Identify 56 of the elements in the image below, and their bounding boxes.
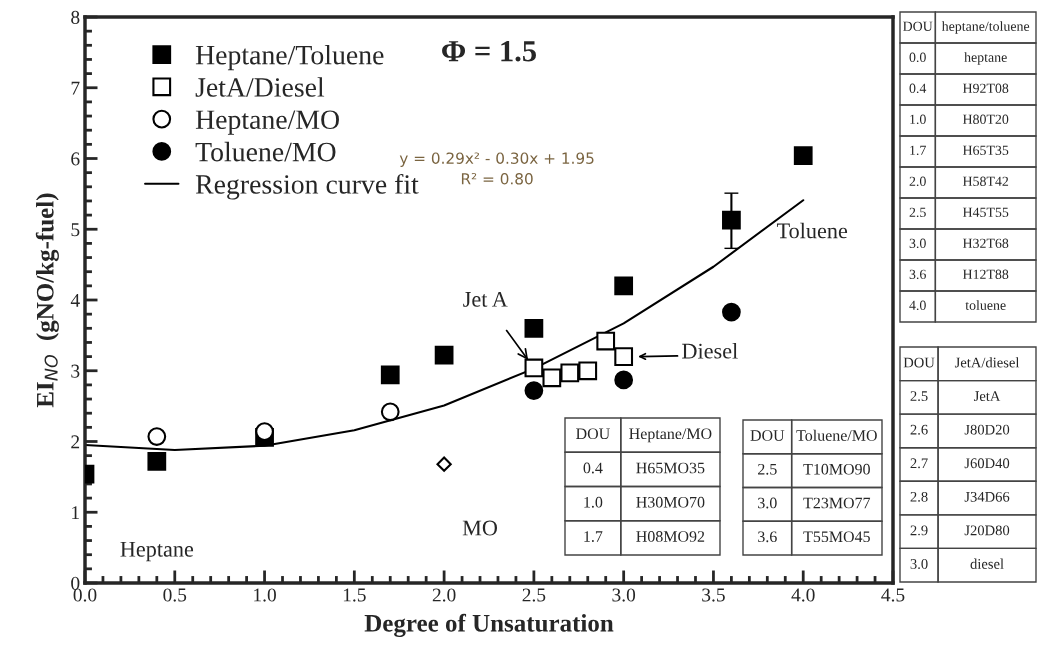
y-axis-title: EI$_{NO}$ (gNO/kg-fuel): [35, 193, 59, 408]
point: [722, 302, 741, 322]
point: [255, 422, 274, 441]
point: [524, 358, 544, 378]
y-tick-label: 7: [71, 81, 80, 95]
x-tick-label: 0.0: [73, 588, 97, 602]
point: [614, 276, 634, 296]
x-tick-label: 3.0: [612, 588, 636, 602]
point: [147, 427, 167, 446]
point: [596, 331, 616, 351]
point: [147, 451, 167, 471]
point: [614, 347, 634, 366]
legend-label: Heptane/MO: [195, 110, 339, 135]
x-tick-label: 2.5: [522, 588, 546, 602]
y-tick-label: 0: [71, 576, 80, 590]
text: DOU Heptane/MO 0.4 H65MO35 1.0 H30MO70 1.7 H08MO92: [576, 428, 712, 542]
point: [560, 363, 580, 383]
x-tick-label: 1.5: [343, 588, 366, 602]
y-tick-label: 4: [70, 293, 80, 307]
x-axis-title: Degree of Unsaturation: [364, 613, 614, 637]
legend-label: JetA/Diesel: [195, 77, 325, 97]
point: [524, 318, 544, 338]
text: DOU heptane/toluene 0.0 heptane 0.4 H92T08 1.0 H80T20 1.7 H65T35 2.0 H58T42 2.5 H45T55 3.0 H32T68 3.6 H12T88 4.0 toluene: [903, 21, 1030, 311]
point: [614, 370, 634, 390]
annotation: Toluene: [776, 222, 848, 239]
point: [793, 146, 813, 166]
x-tick-label: 3.5: [702, 588, 725, 602]
point: [542, 368, 562, 388]
point: [578, 361, 598, 381]
legend-label: Toluene/MO: [195, 141, 336, 162]
point: [380, 365, 400, 385]
x-tick-label: 2.0: [432, 588, 456, 602]
y-tick-label: 1: [72, 506, 79, 519]
annotation: Jet A: [463, 291, 508, 307]
legend-label: Regression curve fit: [195, 174, 419, 200]
text: DOU JetA/diesel 2.5 JetA 2.6 J80D20 2.7 J60D40 2.8 J34D66 2.9 J20D80 3.0 diesel: [903, 357, 1020, 569]
y-tick-label: 3: [71, 364, 80, 378]
x-tick-label: 4.0: [791, 588, 815, 602]
y-tick-label: 8: [71, 10, 80, 24]
point: [380, 402, 400, 422]
y-tick-label: 6: [71, 152, 80, 166]
point: [436, 456, 452, 472]
annotation: Diesel: [682, 342, 738, 359]
x-tick-label: 4.5: [881, 588, 905, 602]
x-tick-label: 0.5: [163, 588, 187, 602]
text: DOU Toluene/MO 2.5 T10MO90 3.0 T23MO77 3.6 T55MO45: [750, 429, 877, 543]
y-tick-label: 5: [71, 223, 80, 237]
annotation: Heptane: [120, 541, 194, 562]
y-tick-label: 2: [71, 435, 80, 449]
annotation: MO: [462, 520, 498, 536]
annotation: Φ = 1.5: [442, 40, 536, 62]
point: [524, 381, 544, 400]
point: [434, 345, 454, 365]
x-tick-label: 1.0: [254, 588, 276, 602]
point: [722, 210, 741, 230]
legend-label: Heptane/Toluene: [195, 44, 384, 71]
